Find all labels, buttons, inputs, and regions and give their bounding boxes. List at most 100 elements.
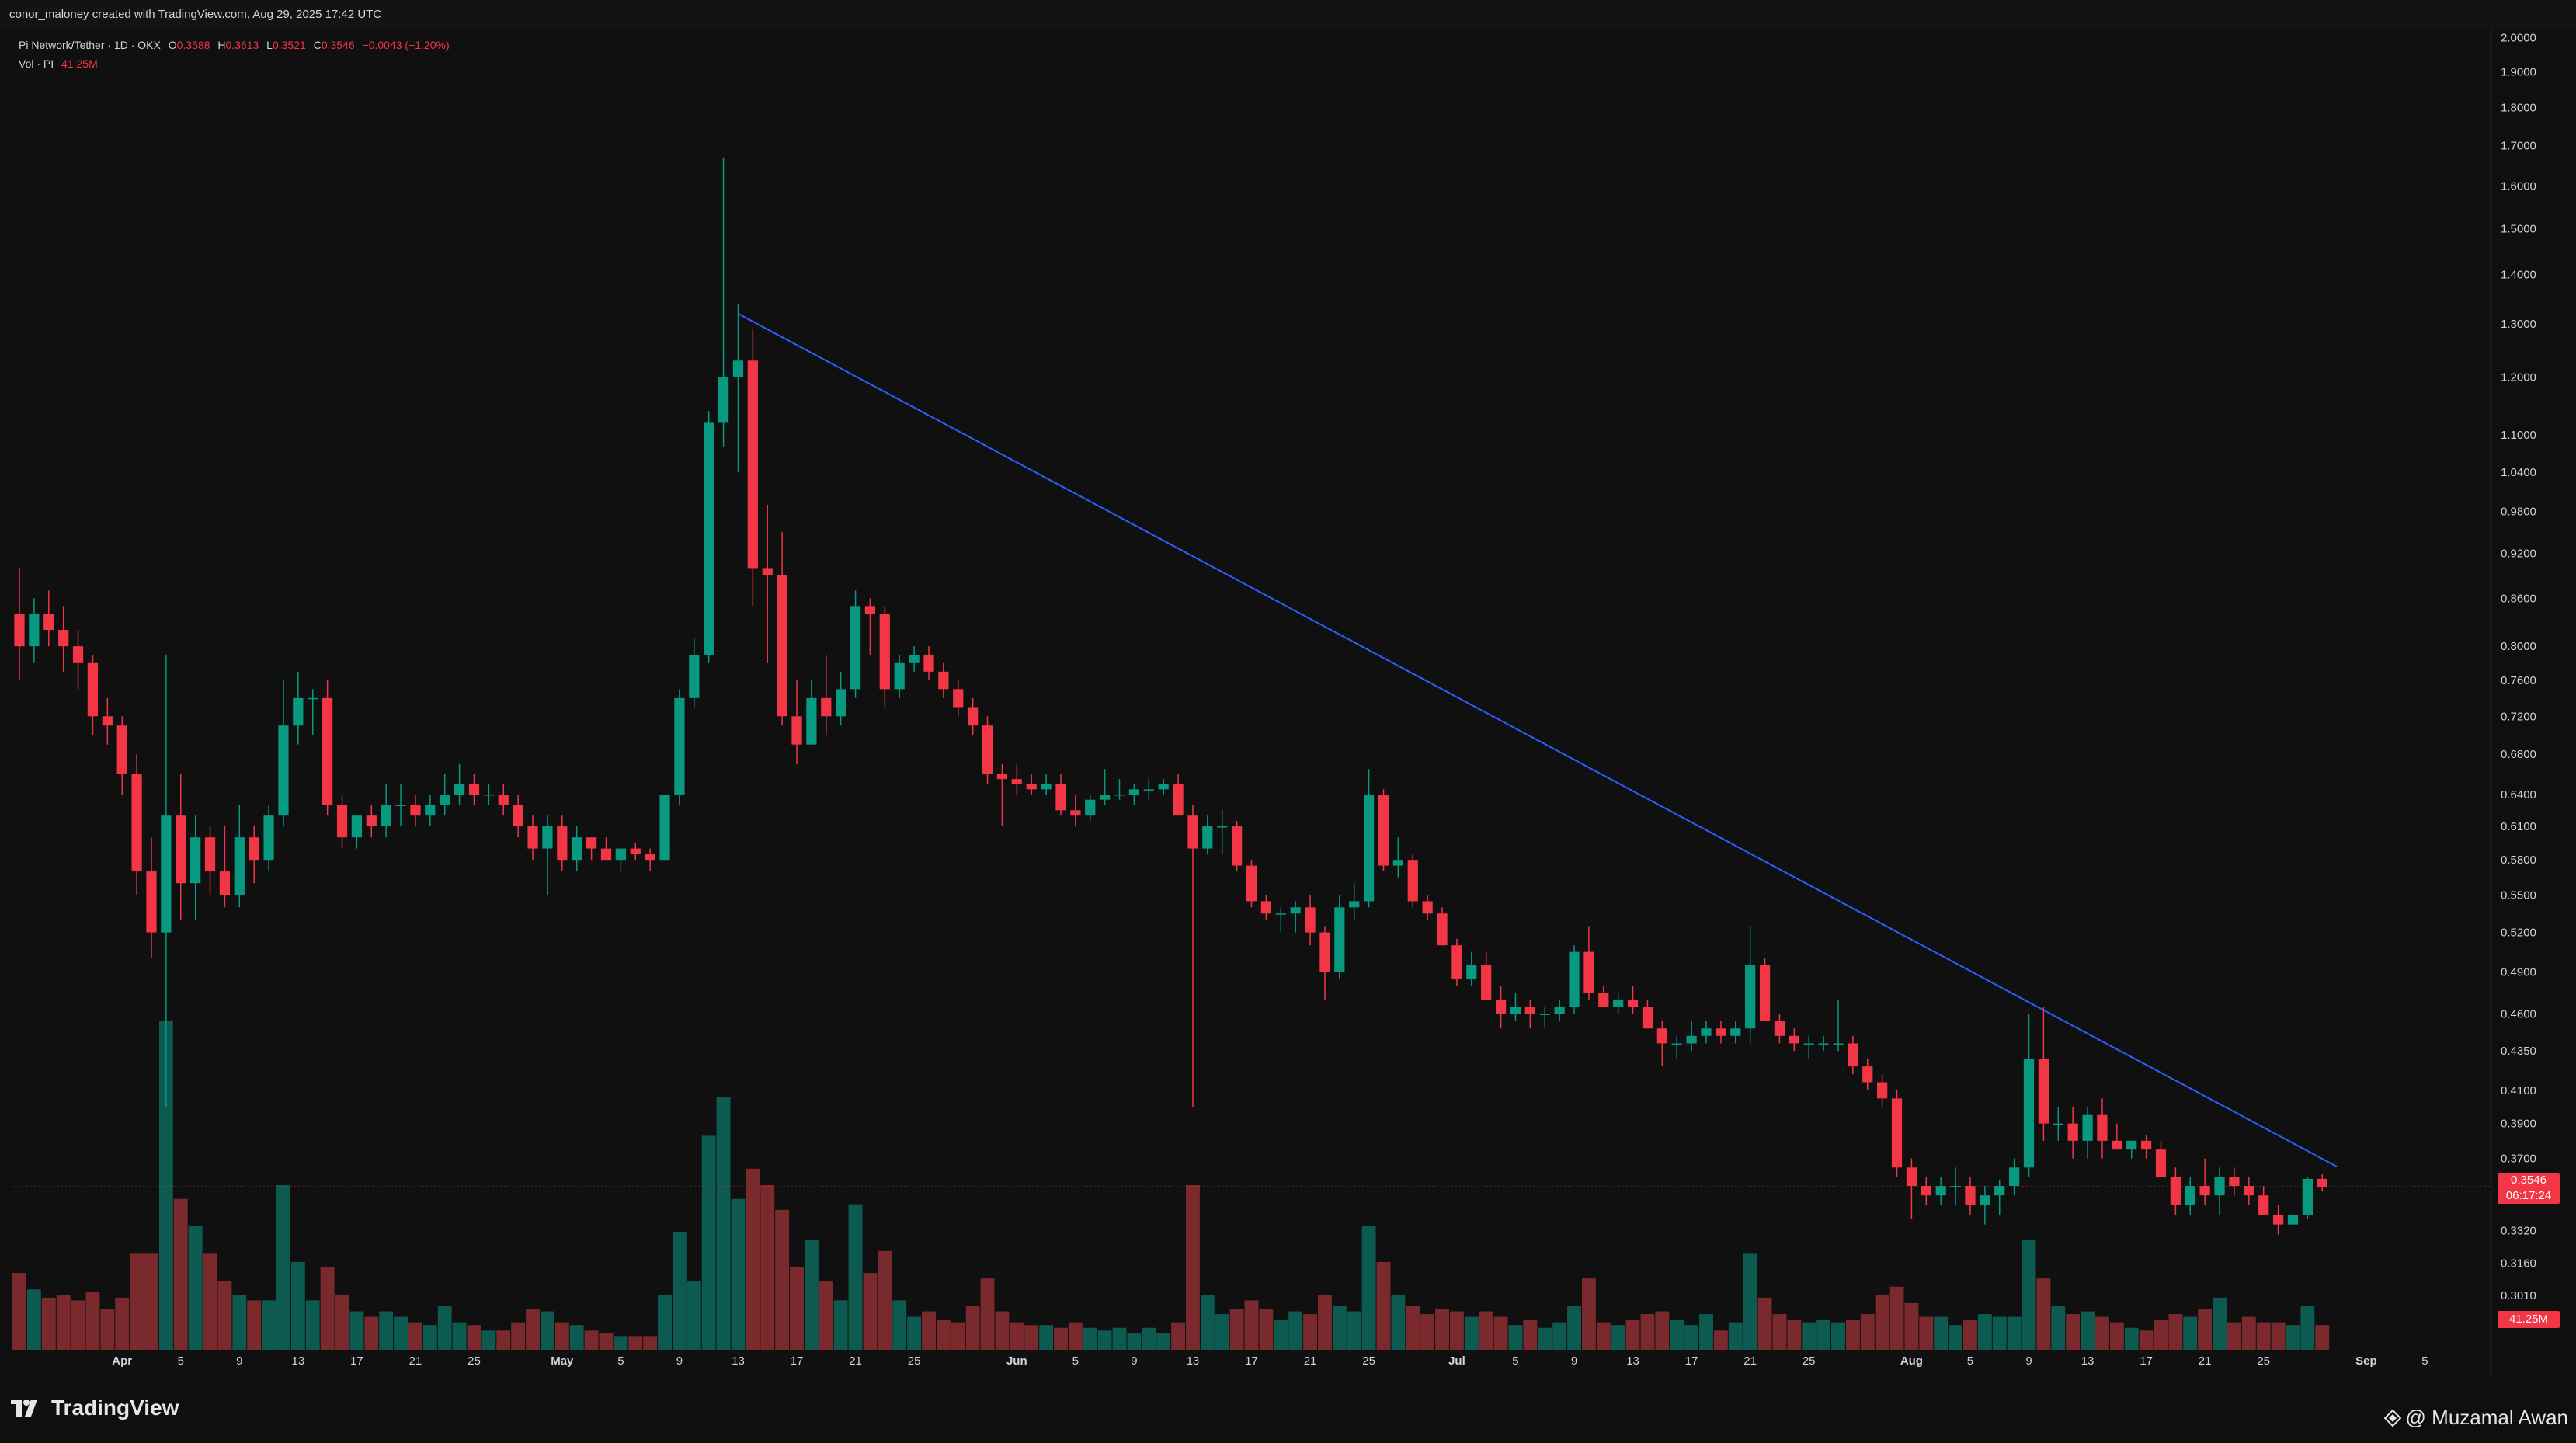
candle-body [2097,1114,2108,1141]
volume-bar [232,1295,247,1350]
volume-bar [2095,1316,2109,1350]
candle-body [381,805,391,827]
x-tick-label: 9 [1571,1354,1577,1368]
volume-line: Vol · PI 41.25M [19,54,450,73]
volume-bar [394,1316,408,1350]
candle-body [586,837,597,849]
volume-bar [379,1311,394,1350]
y-tick-label: 0.6400 [2501,788,2536,801]
candle-body [1745,965,1756,1029]
candle-body [204,837,216,872]
chart-pane[interactable] [11,28,2491,1378]
last-volume-badge: 41.25M [2498,1311,2560,1328]
volume-bar [173,1198,188,1350]
x-tick-label: 25 [2257,1354,2270,1368]
volume-bar [1860,1314,1875,1350]
y-tick-label: 2.0000 [2501,32,2536,45]
candle-body [2258,1195,2269,1215]
y-tick-label: 1.1000 [2501,429,2536,442]
volume-bar [1288,1311,1303,1350]
volume-bar [1625,1320,1640,1350]
candle-body [542,826,553,849]
volume-bar [1845,1320,1860,1350]
volume-bar [305,1300,320,1350]
volume-bar [100,1309,115,1350]
candle-body [836,689,846,717]
candle-body [1862,1066,1873,1083]
candle-body [909,654,920,663]
volume-label[interactable]: Vol · PI [19,57,54,70]
x-tick-label: 9 [1131,1354,1137,1368]
candle-body [1877,1082,1888,1099]
symbol-name[interactable]: Pi Network/Tether · 1D · OKX [19,39,161,51]
volume-bar [540,1311,554,1350]
y-tick-label: 0.9200 [2501,548,2536,561]
candle-body [161,815,172,933]
x-tick-label: 13 [732,1354,745,1368]
candle-body [1965,1186,1976,1205]
candle-body [1891,1098,1903,1168]
volume-bar [1068,1322,1083,1350]
y-tick-label: 1.3000 [2501,318,2536,331]
candle-body [718,377,729,423]
candle-body [777,575,787,717]
volume-bar [2213,1297,2227,1350]
candle-body [1656,1028,1667,1044]
candle-body [1554,1007,1565,1014]
volume-bar [320,1267,335,1350]
y-tick-label: 1.4000 [2501,269,2536,282]
volume-bar [130,1253,144,1350]
candle-body [249,837,259,861]
volume-value: 41.25M [61,57,98,70]
candle-body [938,671,949,690]
candle-body [645,854,655,861]
candle-body [1260,901,1271,914]
volume-bar [2139,1330,2154,1350]
candle-body [527,826,538,849]
candle-body [806,697,817,745]
volume-bar [1479,1311,1493,1350]
low-label: L [266,39,273,51]
candle-body [1319,932,1330,972]
candle-body [689,654,700,698]
tradingview-brand[interactable]: TradingView [11,1396,179,1420]
y-tick-label: 0.8600 [2501,592,2536,605]
volume-bar [1611,1325,1625,1350]
candle-body [58,630,69,647]
candle-body [454,784,465,795]
change-value: −0.0043 (−1.20%) [362,39,450,51]
volume-bar [1449,1311,1464,1350]
volume-bar [1156,1333,1171,1350]
volume-bar [1949,1325,1963,1350]
x-tick-label: 21 [409,1354,422,1368]
volume-bar [335,1295,349,1350]
x-tick-label: 17 [791,1354,804,1368]
candle-body [2067,1123,2078,1141]
candle-body [366,815,377,827]
y-tick-label: 0.4100 [2501,1084,2536,1097]
volume-bar [2154,1320,2168,1350]
volume-bar [980,1278,995,1350]
volume-bar [1435,1309,1449,1350]
candle-body [1232,826,1243,866]
volume-bar [1889,1286,1904,1350]
candle-body [923,654,934,672]
x-tick-label: 9 [676,1354,683,1368]
candle-body [2053,1123,2063,1125]
candle-body [190,837,201,884]
volume-bar [614,1336,628,1350]
candle-body [1789,1035,1799,1044]
volume-bar [12,1273,26,1350]
volume-bar [1684,1325,1699,1350]
volume-bar [907,1316,922,1350]
x-tick-label: 13 [292,1354,305,1368]
x-tick-label: 5 [2421,1354,2428,1368]
y-tick-label: 0.5500 [2501,889,2536,902]
candle-body [1950,1186,1961,1187]
candle-body [351,815,363,838]
y-tick-label: 0.3700 [2501,1153,2536,1166]
candle-body [557,826,568,861]
volume-bar [922,1311,936,1350]
volume-bar [643,1336,658,1350]
